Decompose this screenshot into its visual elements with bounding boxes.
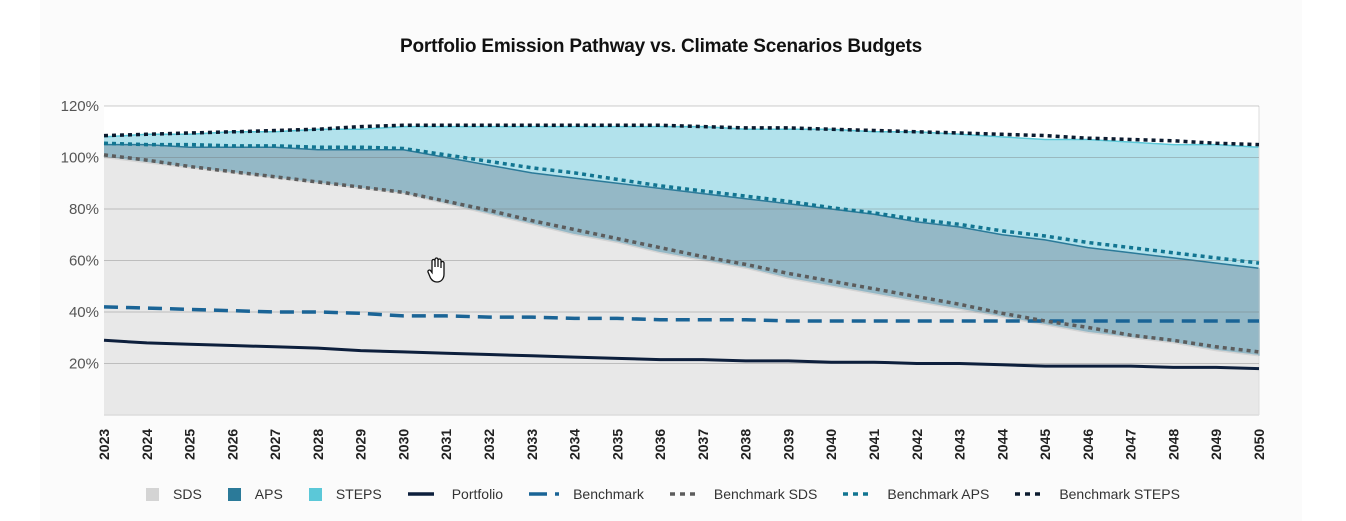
legend-label: Portfolio bbox=[451, 486, 504, 502]
hand-pointer-icon bbox=[427, 257, 445, 283]
line-benchmark-sds bbox=[103, 153, 1260, 354]
x-tick-label: 2026 bbox=[224, 429, 240, 460]
legend-item-benchmark-sds[interactable]: Benchmark SDS bbox=[669, 486, 818, 502]
x-tick-label: 2028 bbox=[310, 429, 326, 460]
x-tick-label: 2036 bbox=[652, 429, 668, 460]
x-tick-label: 2037 bbox=[695, 429, 711, 460]
legend-label: Benchmark STEPS bbox=[1059, 486, 1180, 502]
legend-marker-benchmark-aps bbox=[843, 492, 870, 496]
x-tick-label: 2025 bbox=[182, 429, 198, 460]
x-tick-label: 2043 bbox=[952, 429, 968, 460]
y-tick-label: 80% bbox=[69, 201, 99, 218]
y-tick-label: 60% bbox=[69, 253, 99, 270]
legend-item-benchmark[interactable]: Benchmark bbox=[529, 486, 644, 502]
x-tick-label: 2033 bbox=[524, 429, 540, 460]
legend-label: SDS bbox=[173, 486, 202, 502]
x-tick-label: 2032 bbox=[481, 429, 497, 460]
x-tick-label: 2027 bbox=[267, 429, 283, 460]
legend-marker-sds bbox=[146, 487, 159, 501]
x-axis: 2023 2024 2025 2026 2027 2028 2029 2030 2031 2032… bbox=[96, 429, 1267, 460]
lines-group bbox=[103, 123, 1260, 371]
x-tick-label: 2042 bbox=[909, 429, 925, 460]
legend-item-sds[interactable]: SDS bbox=[146, 486, 202, 502]
legend-marker-benchmark-steps bbox=[1015, 492, 1042, 496]
legend-label: STEPS bbox=[335, 486, 382, 502]
x-tick-label: 2050 bbox=[1251, 429, 1267, 460]
legend-item-portfolio[interactable]: Portfolio bbox=[407, 486, 504, 502]
x-tick-label: 2039 bbox=[780, 429, 796, 460]
line-benchmark bbox=[103, 305, 1259, 323]
legend-label: Benchmark SDS bbox=[713, 486, 818, 502]
x-tick-label: 2038 bbox=[738, 429, 754, 460]
area-edge-aps bbox=[104, 143, 1260, 269]
x-tick-label: 2034 bbox=[567, 429, 583, 460]
x-tick-label: 2035 bbox=[609, 429, 625, 460]
y-tick-label: 20% bbox=[69, 356, 99, 373]
legend-item-steps[interactable]: STEPS bbox=[308, 486, 382, 502]
legend-marker-steps bbox=[308, 487, 322, 501]
x-tick-label: 2023 bbox=[96, 429, 112, 460]
y-tick-label: 120% bbox=[61, 98, 99, 115]
legend-item-aps[interactable]: APS bbox=[227, 486, 283, 502]
legend-marker-aps bbox=[227, 487, 241, 501]
x-tick-label: 2045 bbox=[1037, 429, 1053, 460]
y-tick-label: 100% bbox=[61, 150, 99, 167]
line-benchmark-aps bbox=[103, 141, 1260, 265]
x-tick-label: 2031 bbox=[438, 429, 454, 460]
legend-label: APS bbox=[254, 486, 283, 502]
x-tick-label: 2047 bbox=[1123, 429, 1139, 460]
legend-label: Benchmark APS bbox=[887, 486, 990, 502]
legend-item-benchmark-steps[interactable]: Benchmark STEPS bbox=[1015, 486, 1180, 502]
x-tick-label: 2049 bbox=[1208, 429, 1224, 460]
grid-group bbox=[104, 105, 1259, 364]
y-tick-label: 40% bbox=[69, 304, 99, 321]
line-benchmark-steps bbox=[103, 123, 1260, 147]
x-tick-label: 2046 bbox=[1080, 429, 1096, 460]
x-tick-label: 2024 bbox=[139, 429, 155, 460]
x-tick-label: 2048 bbox=[1165, 429, 1181, 460]
x-tick-label: 2029 bbox=[353, 429, 369, 460]
legend: SDS APS STEPS Portfolio Benchmark Benchmark S… bbox=[146, 486, 1206, 502]
legend-label: Benchmark bbox=[573, 486, 644, 502]
legend-marker-benchmark-sds bbox=[669, 492, 696, 496]
legend-marker-portfolio bbox=[407, 492, 434, 496]
y-axis: 20% 40% 60% 80% 100% 120% bbox=[61, 98, 99, 373]
x-tick-label: 2044 bbox=[994, 429, 1010, 460]
legend-item-benchmark-aps[interactable]: Benchmark APS bbox=[843, 486, 989, 502]
line-portfolio bbox=[103, 338, 1260, 371]
x-tick-label: 2040 bbox=[823, 429, 839, 460]
x-tick-label: 2030 bbox=[395, 429, 411, 460]
x-tick-label: 2041 bbox=[866, 429, 882, 460]
chart-title: Portfolio Emission Pathway vs. Climate S… bbox=[400, 36, 922, 57]
legend-marker-benchmark bbox=[529, 492, 560, 496]
